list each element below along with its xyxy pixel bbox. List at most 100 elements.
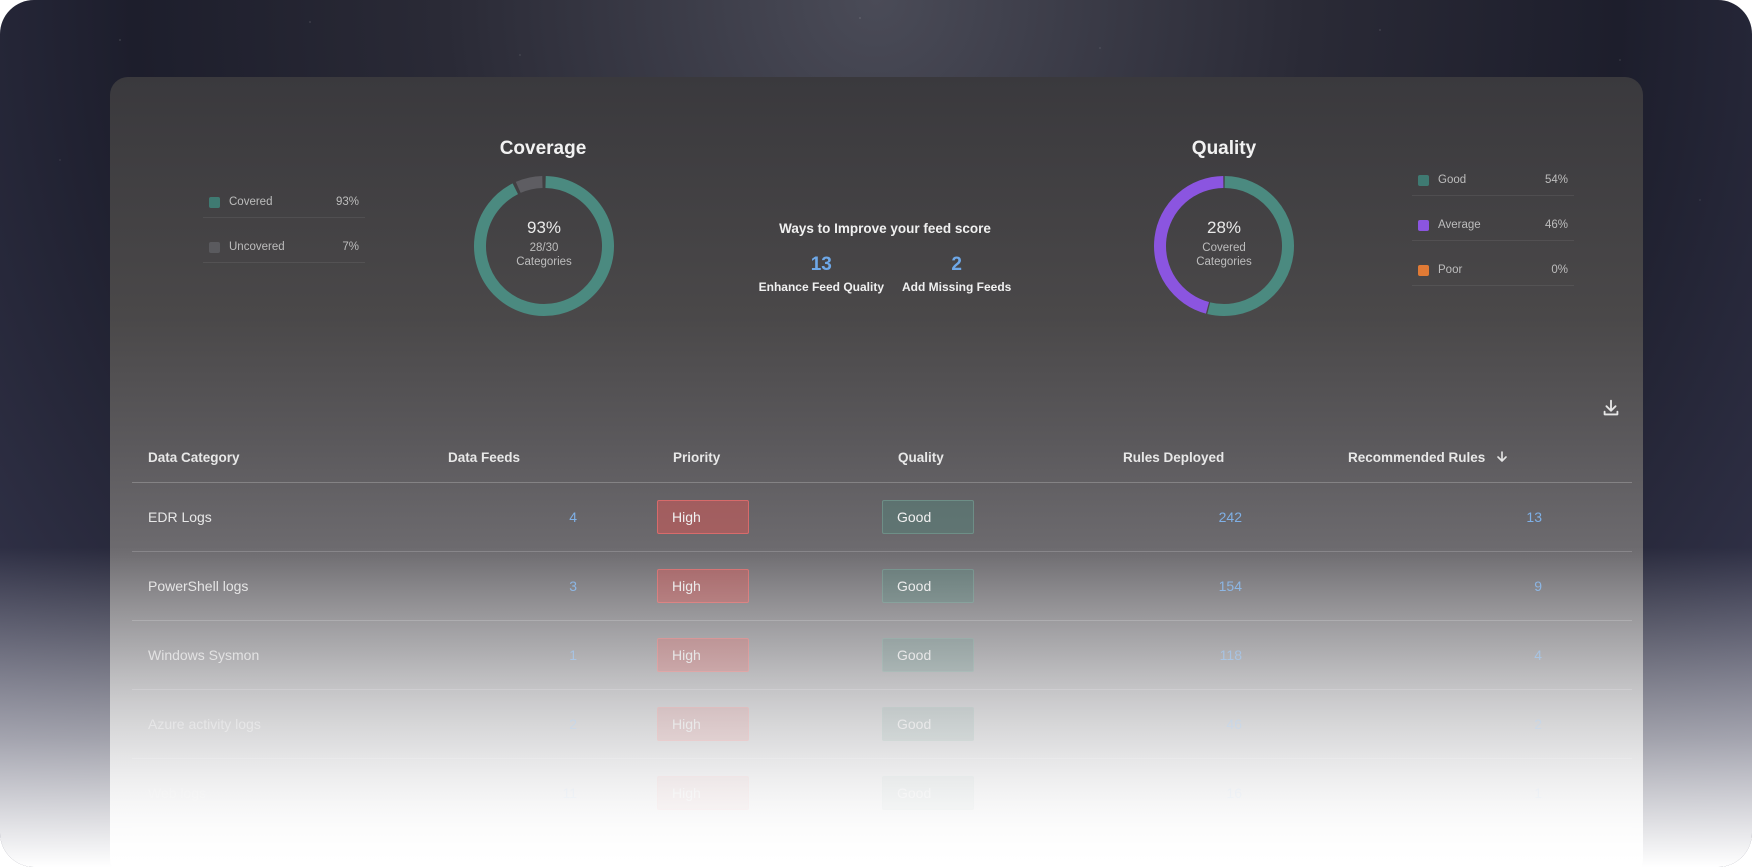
stat-label: Enhance Feed Quality xyxy=(758,280,884,294)
cell-recommended-rules[interactable]: 13 xyxy=(1332,482,1632,552)
legend-value: 0% xyxy=(1551,264,1568,276)
priority-badge: High xyxy=(657,638,749,672)
cell-data-category: Web logs xyxy=(132,758,432,828)
cell-quality: Good xyxy=(882,551,1107,621)
cell-priority: High xyxy=(657,482,882,552)
table-row[interactable]: EDR Logs 4 High Good 242 13 xyxy=(132,482,1632,552)
cell-quality: Good xyxy=(882,758,1107,828)
table-header-row: Data Category Data Feeds Priority Qualit… xyxy=(132,432,1632,483)
table-row[interactable]: Azure activity logs 2 High Good 46 2 xyxy=(132,689,1632,759)
cell-data-feeds[interactable]: 3 xyxy=(432,551,657,621)
donut-segment-covered xyxy=(474,176,614,316)
legend-swatch xyxy=(209,196,220,208)
table-row[interactable]: Windows Sysmon 1 High Good 118 4 xyxy=(132,620,1632,690)
donut-segment-good xyxy=(1207,176,1294,316)
column-header-quality[interactable]: Quality xyxy=(882,432,1107,483)
cell-data-category: EDR Logs xyxy=(132,482,432,552)
cell-priority: High xyxy=(657,689,882,759)
arrow-down-icon[interactable] xyxy=(1495,450,1509,464)
column-header-data-category[interactable]: Data Category xyxy=(132,432,432,483)
legend-item-average: Average 46% xyxy=(1412,210,1574,241)
priority-badge: High xyxy=(657,707,749,741)
quality-badge: Good xyxy=(882,776,974,810)
column-header-rules-deployed[interactable]: Rules Deployed xyxy=(1107,432,1332,483)
quality-donut-center: 28% Covered Categories xyxy=(1154,218,1294,269)
quality-title: Quality xyxy=(1191,138,1257,159)
column-header-data-feeds[interactable]: Data Feeds xyxy=(432,432,657,483)
legend-item-uncovered: Uncovered 7% xyxy=(203,232,365,263)
donut-segment-uncovered xyxy=(515,176,543,194)
cell-recommended-rules[interactable]: 9 xyxy=(1332,551,1632,621)
cell-data-category: Windows Sysmon xyxy=(132,620,432,690)
enhance-feed-quality-stat[interactable]: 13 Enhance Feed Quality xyxy=(759,254,884,294)
data-category-table: Data Category Data Feeds Priority Qualit… xyxy=(132,432,1632,828)
legend-value: 46% xyxy=(1544,219,1568,231)
cell-rules-deployed[interactable]: 118 xyxy=(1107,620,1332,690)
improve-heading: Ways to Improve your feed score xyxy=(779,221,991,236)
column-header-recommended-rules[interactable]: Recommended Rules xyxy=(1332,432,1632,483)
quality-badge: Good xyxy=(882,500,974,534)
column-header-priority[interactable]: Priority xyxy=(657,432,882,483)
quality-badge: Good xyxy=(882,707,974,741)
legend-swatch xyxy=(1418,264,1429,276)
legend-label: Covered xyxy=(229,196,273,208)
quality-badge: Good xyxy=(882,569,974,603)
quality-subtitle-line1: Covered xyxy=(1202,242,1246,254)
legend-label: Uncovered xyxy=(229,241,285,253)
add-missing-feeds-stat[interactable]: 2 Add Missing Feeds xyxy=(902,254,1011,294)
priority-badge: High xyxy=(657,500,749,534)
priority-badge: High xyxy=(657,569,749,603)
stat-label: Add Missing Feeds xyxy=(902,280,1012,294)
quality-subtitle-line2: Categories xyxy=(1196,256,1252,268)
coverage-percent: 93% xyxy=(526,218,562,237)
cell-quality: Good xyxy=(882,689,1107,759)
legend-label: Average xyxy=(1438,219,1481,231)
quality-legend: Good 54% Average 46% Poor 0% xyxy=(1412,165,1574,300)
legend-swatch xyxy=(209,241,220,253)
legend-label: Poor xyxy=(1438,264,1463,276)
coverage-ratio: 28/30 xyxy=(529,242,559,254)
coverage-legend: Covered 93% Uncovered 7% xyxy=(203,187,365,277)
priority-badge: High xyxy=(657,776,749,810)
cell-recommended-rules[interactable]: 4 xyxy=(1332,620,1632,690)
improve-feed-score: Ways to Improve your feed score 13 Enhan… xyxy=(735,221,1035,294)
legend-label: Good xyxy=(1438,174,1467,186)
legend-value: 54% xyxy=(1544,174,1568,186)
donut-segment-average xyxy=(1154,176,1224,314)
cell-data-feeds[interactable]: 2 xyxy=(432,689,657,759)
cell-priority: High xyxy=(657,620,882,690)
legend-swatch xyxy=(1418,174,1429,186)
cell-data-category: Azure activity logs xyxy=(132,689,432,759)
cell-priority: High xyxy=(657,551,882,621)
download-icon[interactable] xyxy=(1600,397,1622,419)
legend-swatch xyxy=(1418,219,1429,231)
coverage-donut-center: 93% 28/30 Categories xyxy=(474,218,614,269)
stat-value: 13 xyxy=(810,254,832,275)
legend-item-covered: Covered 93% xyxy=(203,187,365,218)
cell-quality: Good xyxy=(882,620,1107,690)
cell-recommended-rules[interactable]: 2 xyxy=(1332,689,1632,759)
table-row[interactable]: PowerShell logs 3 High Good 154 9 xyxy=(132,551,1632,621)
quality-percent: 28% xyxy=(1206,218,1242,237)
legend-item-poor: Poor 0% xyxy=(1412,255,1574,286)
legend-value: 93% xyxy=(335,196,359,208)
cell-recommended-rules[interactable]: 1 xyxy=(1332,758,1632,828)
coverage-subtitle: Categories xyxy=(516,256,572,268)
cell-rules-deployed[interactable]: 154 xyxy=(1107,551,1332,621)
legend-item-good: Good 54% xyxy=(1412,165,1574,196)
coverage-title: Coverage xyxy=(499,138,587,159)
cell-data-category: PowerShell logs xyxy=(132,551,432,621)
cell-rules-deployed[interactable]: 16 xyxy=(1107,758,1332,828)
cell-data-feeds[interactable]: 1 xyxy=(432,620,657,690)
cell-rules-deployed[interactable]: 242 xyxy=(1107,482,1332,552)
cell-rules-deployed[interactable]: 46 xyxy=(1107,689,1332,759)
stat-value: 2 xyxy=(951,254,962,275)
cell-data-feeds[interactable]: 11 xyxy=(432,758,657,828)
cell-priority: High xyxy=(657,758,882,828)
table-row[interactable]: Web logs 11 High Good 16 1 xyxy=(132,758,1632,828)
coverage-donut xyxy=(474,176,614,316)
quality-badge: Good xyxy=(882,638,974,672)
cell-data-feeds[interactable]: 4 xyxy=(432,482,657,552)
legend-value: 7% xyxy=(342,241,359,253)
